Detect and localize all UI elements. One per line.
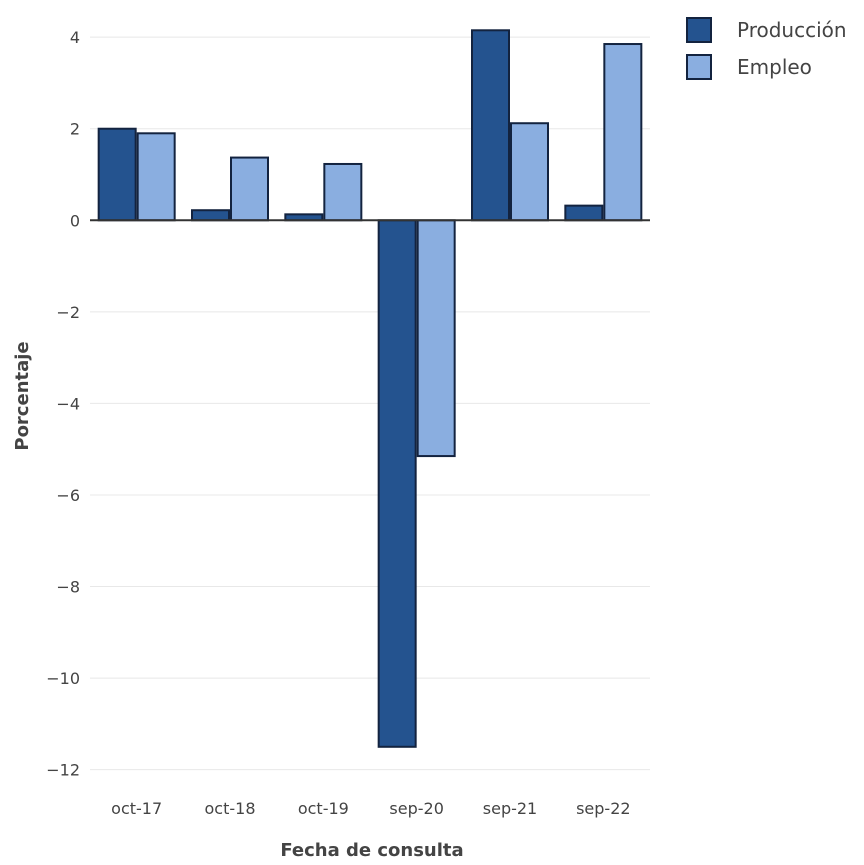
legend-swatch [686, 54, 712, 80]
legend-label: Empleo [737, 55, 812, 79]
y-tick-label: −10 [46, 669, 80, 688]
y-tick-label: 4 [70, 28, 80, 47]
y-tick-label: 2 [70, 120, 80, 139]
x-tick-label: sep-22 [576, 799, 630, 818]
y-tick-label: −6 [56, 486, 80, 505]
bar-produccion-sep-20[interactable] [377, 219, 417, 748]
y-tick-label: −12 [46, 761, 80, 780]
bar-empleo-sep-21[interactable] [510, 122, 549, 222]
x-axis-title: Fecha de consulta [280, 840, 463, 861]
bar-produccion-sep-21[interactable] [471, 29, 510, 222]
gridlines [90, 36, 650, 771]
x-tick-labels: oct-17 oct-18 oct-19 sep-20 sep-21 sep-22 [111, 799, 630, 818]
bar-produccion-sep-22[interactable] [564, 204, 604, 222]
y-tick-label: −8 [56, 578, 80, 597]
bar-empleo-oct-17[interactable] [136, 132, 176, 222]
x-tick-label: oct-19 [298, 799, 349, 818]
bar-empleo-oct-19[interactable] [323, 162, 363, 222]
x-tick-label: oct-18 [205, 799, 256, 818]
bar-empleo-sep-22[interactable] [603, 43, 643, 222]
x-tick-label: sep-20 [389, 799, 443, 818]
x-tick-label: sep-21 [483, 799, 537, 818]
bar-produccion-oct-17[interactable] [97, 127, 137, 222]
legend-label: Producción [737, 18, 847, 42]
bar-empleo-sep-20[interactable] [416, 219, 456, 458]
bar-empleo-oct-18[interactable] [230, 156, 269, 222]
bars [90, 29, 650, 748]
bar-produccion-oct-18[interactable] [191, 209, 230, 222]
y-tick-label: −2 [56, 303, 80, 322]
y-tick-labels: 4 2 0 −2 −4 −6 −8 −10 −12 [46, 28, 80, 780]
y-axis-title: Porcentaje [12, 341, 33, 450]
legend[interactable]: Producción Empleo [686, 17, 847, 80]
x-tick-label: oct-17 [111, 799, 162, 818]
legend-swatch [686, 17, 712, 43]
y-tick-label: 0 [70, 211, 80, 230]
y-tick-label: −4 [56, 394, 80, 413]
